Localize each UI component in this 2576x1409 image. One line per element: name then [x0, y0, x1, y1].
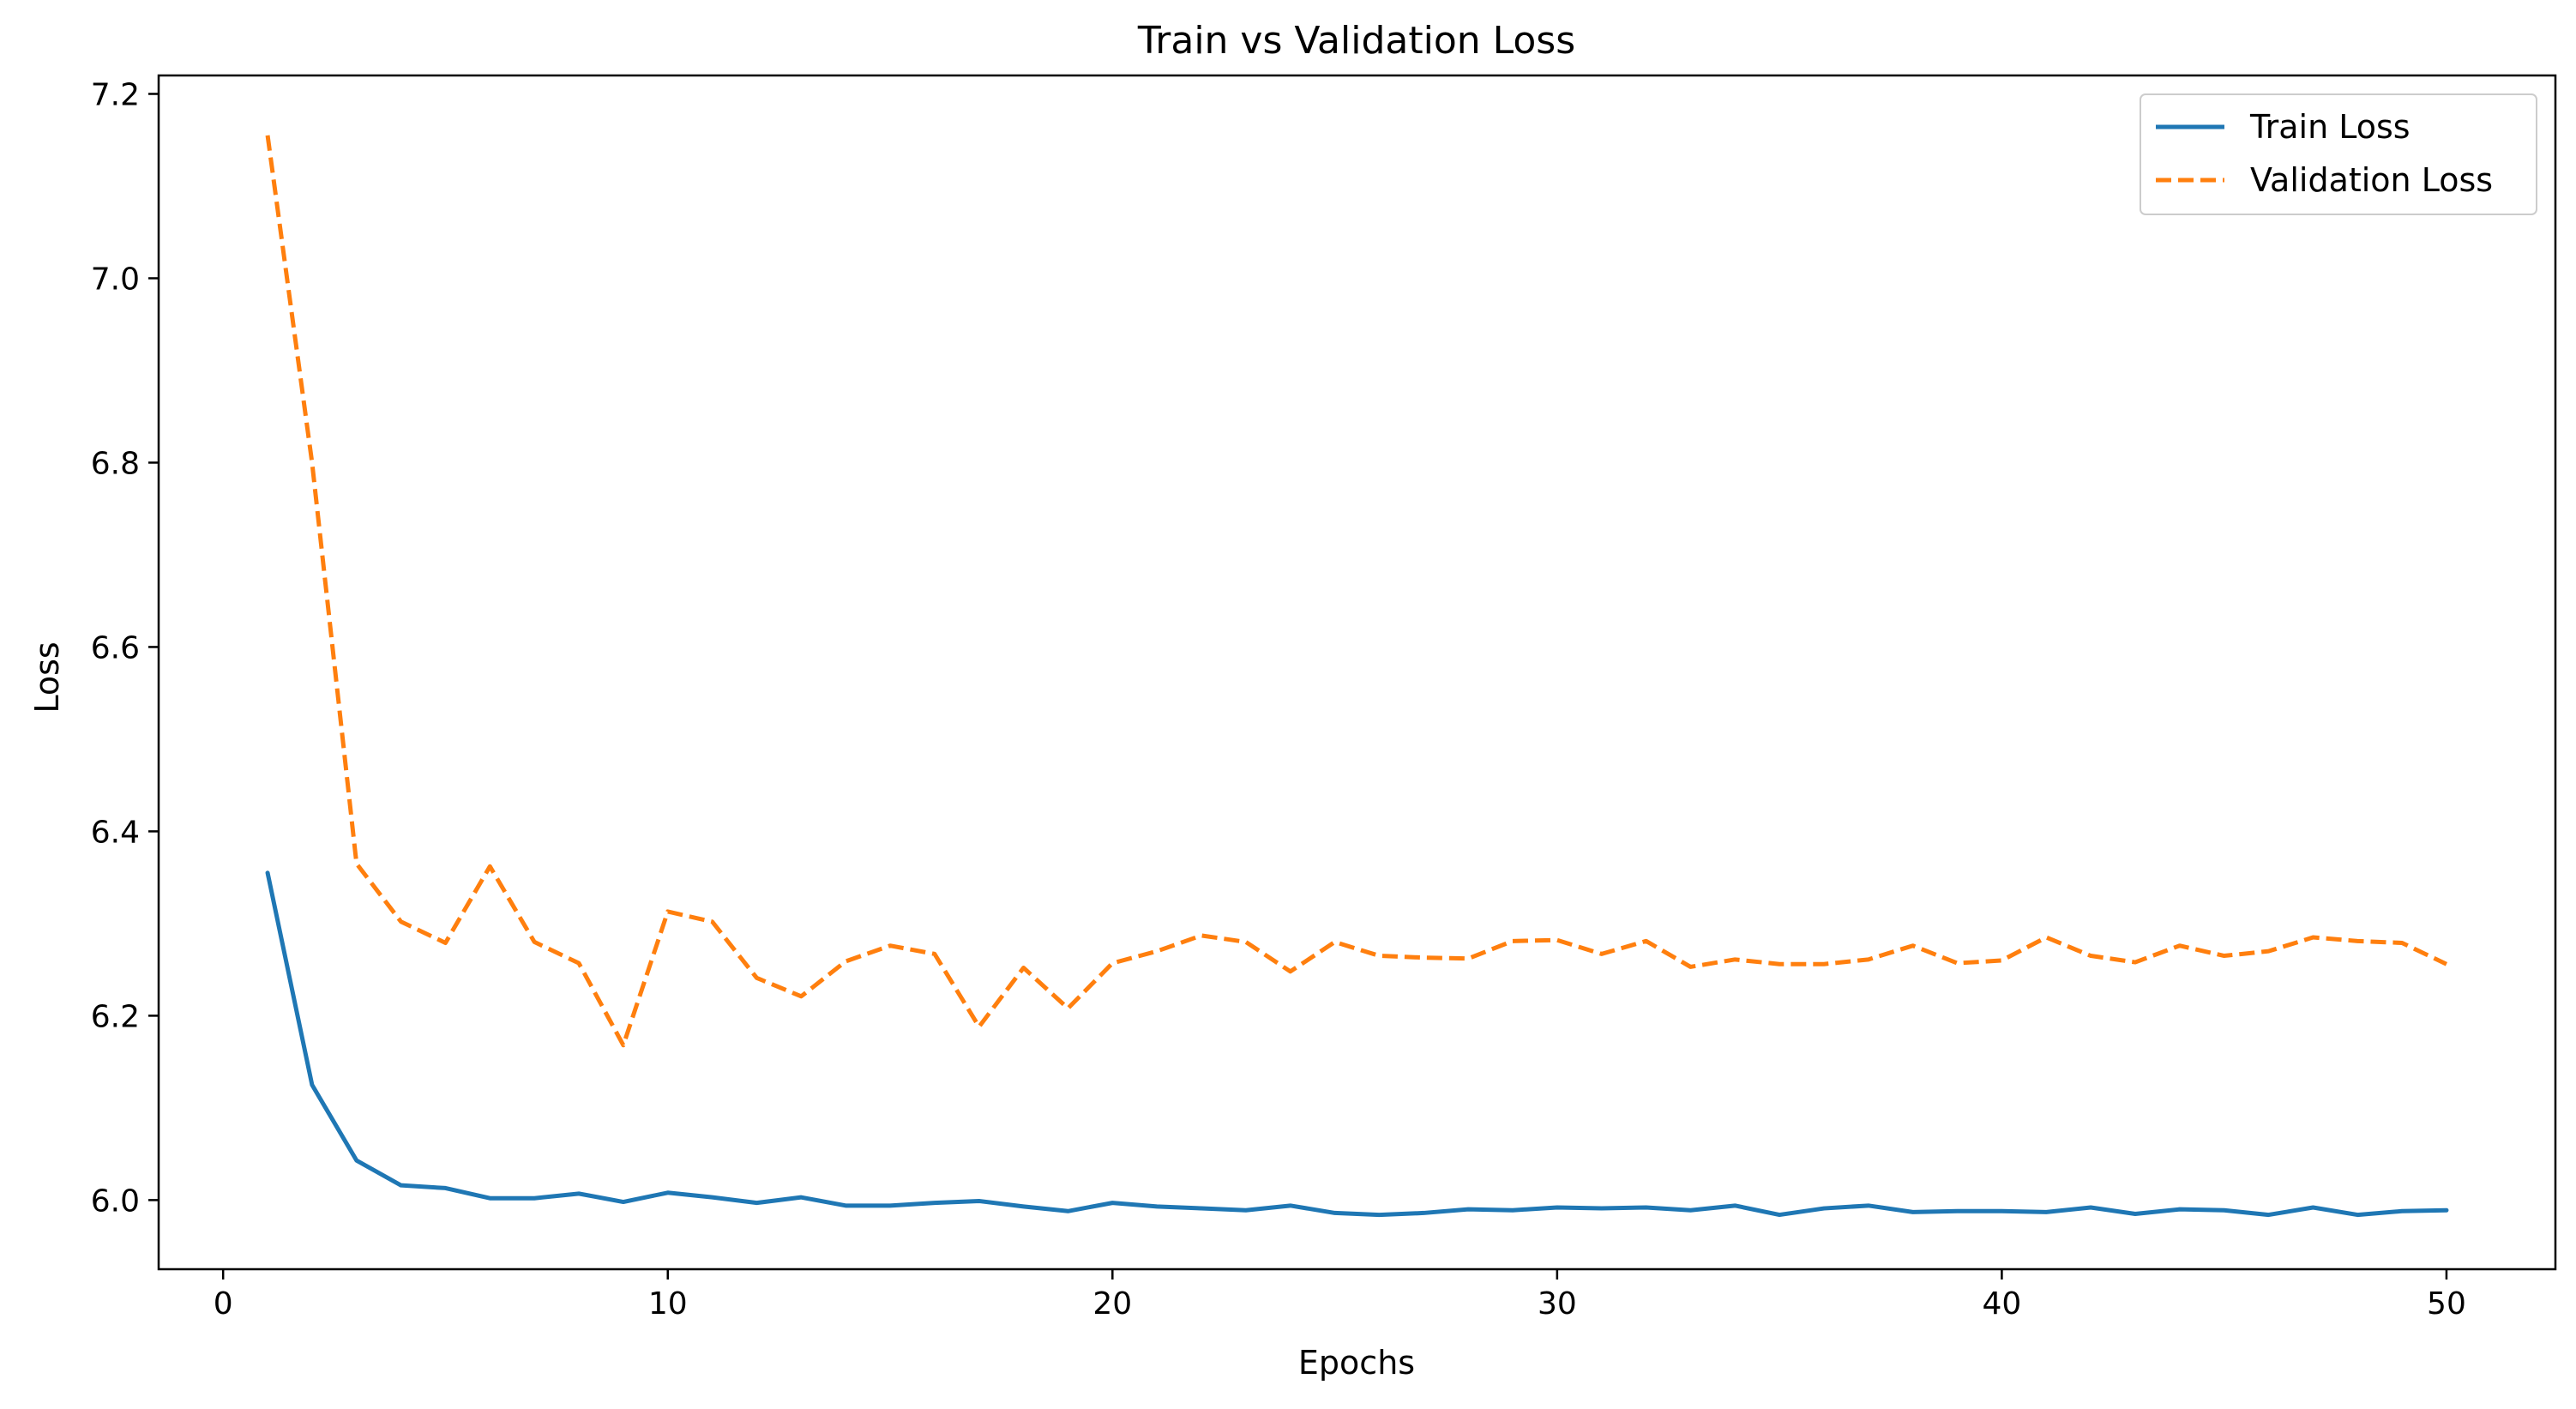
y-tick-label: 7.2 — [91, 77, 140, 112]
legend-label-validation-loss: Validation Loss — [2250, 161, 2493, 199]
x-tick-label: 50 — [2427, 1286, 2466, 1322]
series-line-train-loss — [265, 870, 2449, 1218]
legend-label-train-loss: Train Loss — [2249, 108, 2410, 146]
chart-title: Train vs Validation Loss — [1137, 19, 1575, 63]
x-tick-label: 10 — [648, 1286, 688, 1322]
x-axis-label: Epochs — [1298, 1344, 1415, 1382]
y-tick-label: 6.8 — [91, 446, 140, 481]
x-tick-label: 0 — [214, 1286, 233, 1322]
y-tick-label: 6.4 — [91, 815, 140, 850]
x-tick-label: 30 — [1538, 1286, 1577, 1322]
y-tick-label: 6.2 — [91, 999, 140, 1034]
y-axis-label: Loss — [28, 641, 66, 713]
legend: Train Loss Validation Loss — [2140, 93, 2537, 215]
legend-box — [2140, 93, 2537, 215]
y-tick-label: 6.6 — [91, 630, 140, 665]
y-tick-label: 6.0 — [91, 1183, 140, 1219]
x-tick-label: 20 — [1092, 1286, 1132, 1322]
plot-frame — [157, 74, 2557, 1271]
x-tick-label: 40 — [1982, 1286, 2021, 1322]
y-tick-label: 7.0 — [91, 262, 140, 297]
